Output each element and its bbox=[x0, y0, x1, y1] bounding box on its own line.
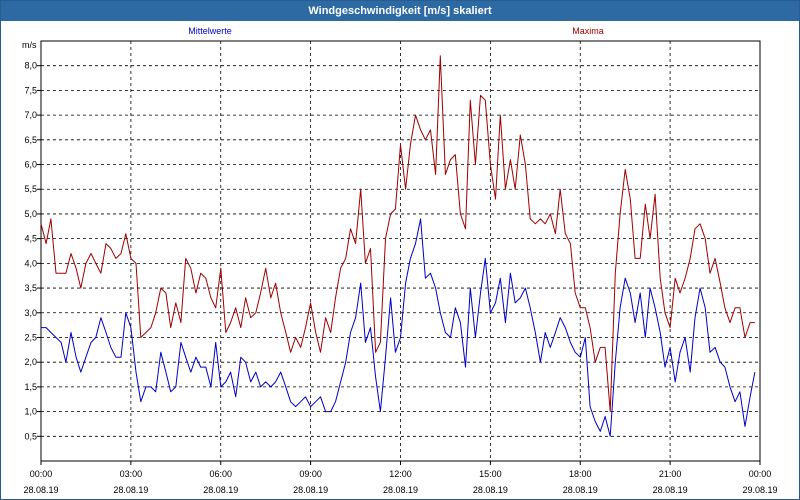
y-tick-label: 4,0 bbox=[24, 258, 37, 268]
y-axis-label: m/s bbox=[22, 40, 37, 50]
window-title: Windgeschwindigkeit [m/s] skaliert bbox=[1, 1, 799, 21]
x-tick-date: 28.08.19 bbox=[293, 485, 328, 495]
y-tick-label: 6,0 bbox=[24, 160, 37, 170]
x-tick-date: 28.08.19 bbox=[23, 485, 58, 495]
y-tick-label: 8,0 bbox=[24, 61, 37, 71]
x-tick-time: 12:00 bbox=[389, 469, 412, 479]
grid bbox=[41, 41, 760, 461]
x-tick-time: 21:00 bbox=[659, 469, 682, 479]
x-tick-time: 00:00 bbox=[749, 469, 772, 479]
series-lines bbox=[40, 55, 756, 437]
x-tick-time: 00:00 bbox=[30, 469, 53, 479]
series-line-maxima bbox=[40, 55, 755, 413]
x-tick-date: 29.08.19 bbox=[742, 485, 777, 495]
y-tick-label: 3,0 bbox=[24, 308, 37, 318]
x-tick-time: 15:00 bbox=[479, 469, 502, 479]
y-tick-label: 6,5 bbox=[24, 135, 37, 145]
x-tick-time: 18:00 bbox=[569, 469, 592, 479]
x-tick-time: 06:00 bbox=[209, 469, 232, 479]
y-tick-label: 3,5 bbox=[24, 283, 37, 293]
y-tick-label: 2,5 bbox=[24, 332, 37, 342]
x-tick-date: 28.08.19 bbox=[473, 485, 508, 495]
y-ticks: 0,5 1,0 1,5 2,0 2,5 3,0 3,5 4,0 4,5 5,0 5,5 6,0 6,5 7… bbox=[24, 61, 41, 441]
x-tick-date: 28.08.19 bbox=[383, 485, 418, 495]
y-tick-label: 7,0 bbox=[24, 110, 37, 120]
x-tick-date: 28.08.19 bbox=[113, 485, 148, 495]
x-tick-date: 28.08.19 bbox=[203, 485, 238, 495]
y-tick-label: 1,5 bbox=[24, 382, 37, 392]
x-ticks: 00:00 28.08.19 03:00 28.08.19 06:00 28.08.19 0… bbox=[23, 461, 778, 495]
y-tick-label: 7,5 bbox=[24, 85, 37, 95]
series-line-mittelwerte bbox=[41, 218, 756, 437]
x-tick-date: 28.08.19 bbox=[653, 485, 688, 495]
y-tick-label: 1,0 bbox=[24, 407, 37, 417]
x-tick-date: 28.08.19 bbox=[563, 485, 598, 495]
y-tick-label: 0,5 bbox=[24, 431, 37, 441]
x-tick-time: 03:00 bbox=[120, 469, 143, 479]
y-tick-label: 2,0 bbox=[24, 357, 37, 367]
y-tick-label: 5,5 bbox=[24, 184, 37, 194]
y-tick-label: 4,5 bbox=[24, 234, 37, 244]
legend-maxima: Maxima bbox=[572, 26, 604, 36]
y-tick-label: 5,0 bbox=[24, 209, 37, 219]
x-tick-time: 09:00 bbox=[299, 469, 322, 479]
legend-mittelwerte: Mittelwerte bbox=[188, 26, 232, 36]
